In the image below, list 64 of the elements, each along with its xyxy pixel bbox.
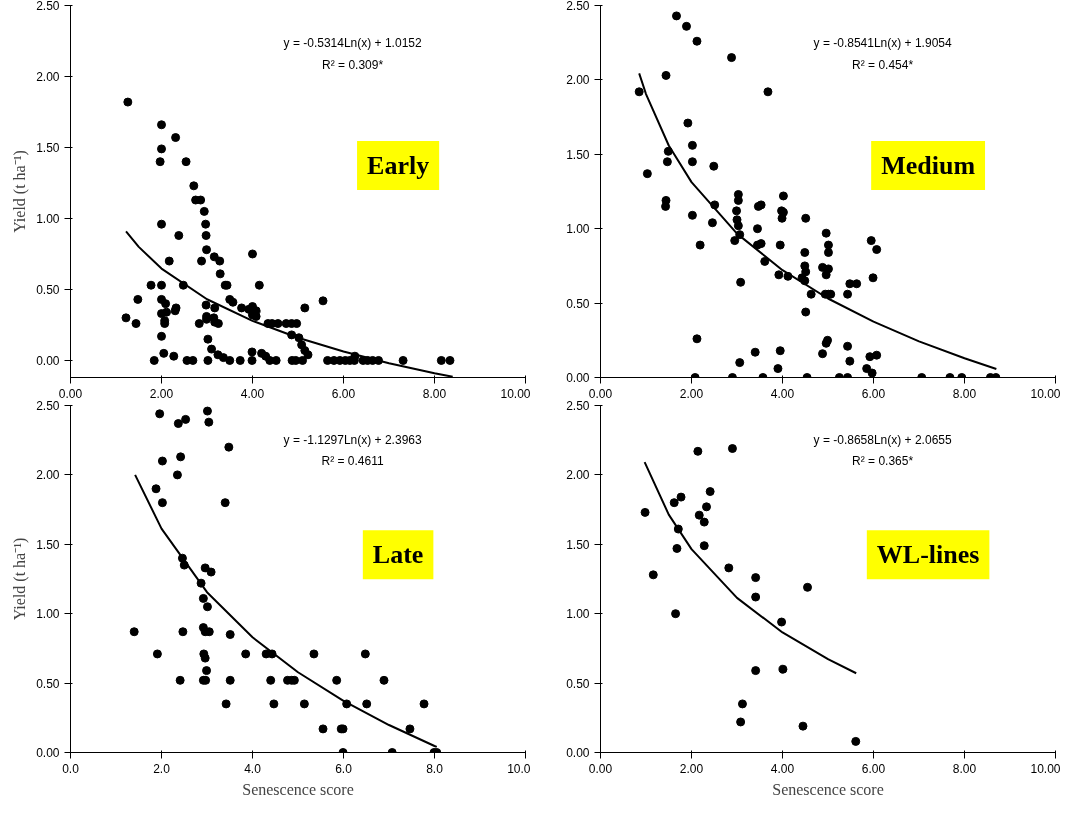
y-tick-label: 0.50 xyxy=(566,296,590,311)
annotation: Early xyxy=(367,150,430,180)
y-axis-title: Yield (t ha⁻¹) xyxy=(11,150,30,233)
x-tick-label: 4.00 xyxy=(240,386,265,401)
y-tick-label: 2.00 xyxy=(36,69,60,84)
x-tick-label: 0.00 xyxy=(588,386,613,401)
annotation: y = -0.8658Ln(x) + 2.0655 xyxy=(813,433,952,448)
x-tick-label: 2.00 xyxy=(679,386,704,401)
x-tick-label: 8.00 xyxy=(952,386,977,401)
x-tick-label: 8.00 xyxy=(952,761,977,776)
y-tick-label: 1.00 xyxy=(36,607,60,622)
annotation: Late xyxy=(372,540,424,570)
y-tick-label: 2.50 xyxy=(566,0,590,13)
x-tick-label: 4.00 xyxy=(770,761,795,776)
annotation: R² = 0.309* xyxy=(322,58,384,73)
x-tick-label: 2.00 xyxy=(679,761,704,776)
x-tick-label: 6.00 xyxy=(331,386,356,401)
x-tick-label: 2.0 xyxy=(153,761,171,776)
y-tick-label: 1.00 xyxy=(566,222,590,237)
annotation: R² = 0.365* xyxy=(852,454,914,469)
y-tick-label: 0.50 xyxy=(566,676,590,691)
annotation: y = -0.8541Ln(x) + 1.9054 xyxy=(813,35,952,50)
y-tick-label: 2.00 xyxy=(36,468,60,483)
x-tick-label: 0.00 xyxy=(58,386,83,401)
annotation: y = -0.5314Ln(x) + 1.0152 xyxy=(283,35,422,50)
y-tick-label: 1.00 xyxy=(566,607,590,622)
y-tick-label: 1.50 xyxy=(566,147,590,162)
y-tick-label: 0.50 xyxy=(36,282,60,297)
y-tick-label: 2.50 xyxy=(36,399,60,413)
annotation: y = -1.1297Ln(x) + 2.3963 xyxy=(283,433,422,448)
x-tick-label: 4.00 xyxy=(770,386,795,401)
x-tick-label: 10.0 xyxy=(507,761,531,776)
x-tick-label: 8.00 xyxy=(422,386,447,401)
x-axis-title: Senescence score xyxy=(772,780,884,798)
x-tick-label: 2.00 xyxy=(149,386,174,401)
y-tick-label: 0.00 xyxy=(566,371,590,385)
x-axis-title: Senescence score xyxy=(242,780,354,798)
y-tick-label: 2.50 xyxy=(36,0,60,13)
annotation: Medium xyxy=(881,150,976,180)
x-tick-label: 0.00 xyxy=(588,761,613,776)
annotation: R² = 0.4611 xyxy=(321,454,384,469)
x-tick-label: 6.0 xyxy=(335,761,353,776)
x-tick-label: 10.00 xyxy=(500,386,531,401)
x-tick-label: 6.00 xyxy=(861,761,886,776)
y-tick-label: 2.00 xyxy=(566,468,590,483)
y-tick-label: 1.50 xyxy=(36,140,60,155)
y-tick-label: 1.50 xyxy=(566,537,590,552)
y-tick-label: 0.00 xyxy=(36,746,60,760)
x-tick-label: 4.0 xyxy=(244,761,262,776)
y-tick-label: 2.00 xyxy=(566,73,590,88)
y-tick-label: 2.50 xyxy=(566,399,590,413)
annotation: WL-lines xyxy=(876,540,980,570)
y-tick-label: 0.50 xyxy=(36,676,60,691)
x-tick-label: 0.0 xyxy=(62,761,80,776)
y-tick-label: 1.50 xyxy=(36,537,60,552)
x-tick-label: 8.0 xyxy=(426,761,444,776)
y-tick-label: 1.00 xyxy=(36,211,60,226)
x-tick-label: 10.00 xyxy=(1030,761,1061,776)
annotation: R² = 0.454* xyxy=(852,58,914,73)
y-tick-label: 0.00 xyxy=(566,746,590,760)
x-tick-label: 6.00 xyxy=(861,386,886,401)
x-tick-label: 10.00 xyxy=(1030,386,1061,401)
y-tick-label: 0.00 xyxy=(36,353,60,368)
y-axis-title: Yield (t ha⁻¹) xyxy=(11,537,30,621)
